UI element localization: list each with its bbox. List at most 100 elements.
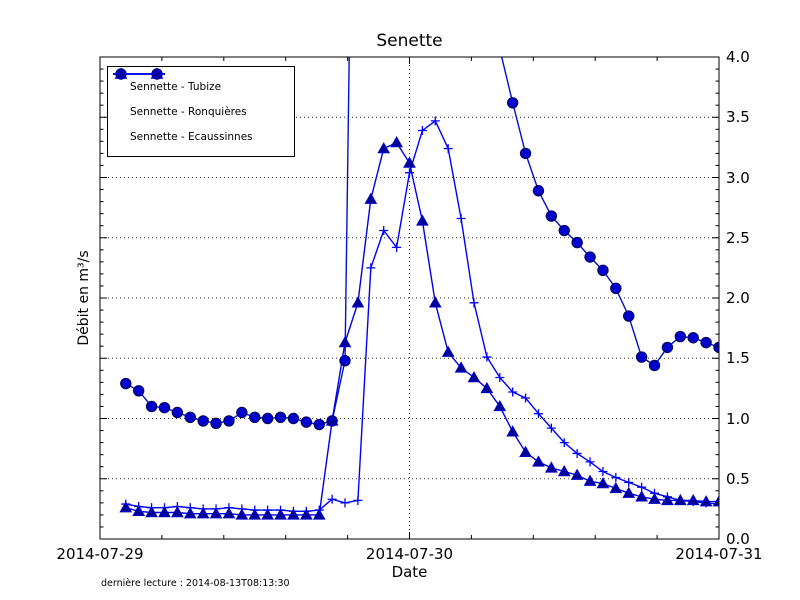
triangle-marker xyxy=(312,508,326,520)
plus-marker xyxy=(585,457,595,467)
triangle-marker xyxy=(183,507,197,519)
circle-marker xyxy=(687,332,699,344)
triangle-marker xyxy=(493,399,507,412)
triangle-marker xyxy=(635,490,648,502)
circle-marker xyxy=(120,377,132,390)
circle-marker xyxy=(313,418,325,431)
plus-marker xyxy=(598,467,608,477)
plus-marker xyxy=(456,213,466,223)
circle-marker xyxy=(584,251,596,263)
x-axis-label: Date xyxy=(391,563,428,581)
triangle-marker xyxy=(686,493,700,506)
triangle-marker xyxy=(132,504,146,516)
plus-marker xyxy=(379,226,389,236)
circle-marker xyxy=(184,411,196,423)
triangle-marker xyxy=(261,508,275,520)
plus-marker xyxy=(482,352,492,362)
circle-marker xyxy=(236,406,248,419)
triangle-marker xyxy=(467,371,481,383)
circle-marker xyxy=(610,282,622,295)
triangle-marker xyxy=(114,67,128,79)
triangle-legend-sample xyxy=(113,67,165,79)
triangle-marker xyxy=(145,505,158,518)
triangle-marker xyxy=(390,136,403,148)
triangle-marker xyxy=(235,508,249,520)
x-tick-label: 2014-07-31 xyxy=(675,545,763,563)
series-circle xyxy=(120,57,719,431)
circle-marker xyxy=(674,330,687,343)
triangle-marker xyxy=(325,414,339,426)
circle-marker xyxy=(519,147,532,160)
axis-ticks xyxy=(99,56,720,540)
triangle-marker xyxy=(441,345,455,357)
circle-marker xyxy=(145,400,158,413)
x-tick-label: 2014-07-30 xyxy=(365,545,454,563)
legend-item-label: Sennette - Tubize xyxy=(130,80,222,93)
y-tick-label: 1.5 xyxy=(726,349,750,368)
legend-item-label: Sennette - Ronquières xyxy=(130,105,247,118)
plus-marker xyxy=(327,494,337,504)
circle-marker xyxy=(558,224,570,237)
circle-marker xyxy=(287,412,300,425)
circle-marker xyxy=(648,359,661,372)
legend-item: Sennette - Ecaussinnes xyxy=(113,67,286,149)
circle-marker xyxy=(197,415,209,427)
y-tick-label: 4.0 xyxy=(726,48,750,66)
circle-marker xyxy=(223,415,235,427)
chart-title: Senette xyxy=(376,31,443,51)
circle-marker xyxy=(661,341,674,354)
triangle-marker xyxy=(544,461,558,473)
triangle-marker xyxy=(673,493,687,506)
triangle-marker xyxy=(364,192,378,204)
plus-marker xyxy=(366,263,376,273)
plus-marker xyxy=(495,373,505,383)
series-line xyxy=(125,57,719,426)
gridlines xyxy=(100,57,719,539)
plus-marker xyxy=(533,409,543,419)
y-tick-label: 2.5 xyxy=(726,228,750,247)
x-tick-label: 2014-07-29 xyxy=(56,545,144,563)
triangle-marker xyxy=(209,507,223,519)
triangle-marker xyxy=(532,455,545,467)
legend: Sennette - Tubize Sennette - Ronquières Se… xyxy=(107,66,295,157)
plus-marker xyxy=(624,477,634,487)
triangle-marker xyxy=(648,492,661,504)
legend-item: Sennette - Ronquières xyxy=(113,69,286,124)
triangle-marker xyxy=(596,477,610,489)
y-tick-label: 0.5 xyxy=(726,469,750,488)
triangle-marker xyxy=(519,445,532,457)
plus-marker xyxy=(611,473,621,483)
triangle-marker xyxy=(416,214,429,226)
circle-marker xyxy=(571,236,583,249)
plus-marker xyxy=(469,298,479,308)
triangle-marker xyxy=(570,468,584,480)
triangle-marker xyxy=(248,508,262,520)
y-tick-label: 2.0 xyxy=(726,289,750,307)
legend-item-label: Sennette - Ecaussinnes xyxy=(130,130,253,143)
circle-marker xyxy=(274,411,287,423)
triangle-marker xyxy=(287,508,300,520)
plus-marker xyxy=(340,498,350,508)
circle-marker xyxy=(597,264,609,276)
triangle-marker xyxy=(377,142,391,154)
footnote-annotations: dernière lecture : 2014-08-13T08:13:30 d… xyxy=(101,558,290,600)
triangle-marker xyxy=(338,336,352,348)
triangle-marker xyxy=(158,505,171,518)
circle-marker xyxy=(545,210,558,222)
circle-marker xyxy=(623,310,635,322)
plus-marker xyxy=(392,242,402,252)
triangle-marker xyxy=(274,508,287,520)
circle-marker xyxy=(249,411,261,423)
plus-marker xyxy=(546,423,556,433)
circle-marker xyxy=(506,97,519,109)
series-line xyxy=(125,141,719,516)
plus-marker xyxy=(559,438,569,448)
y-tick-label: 3.0 xyxy=(726,168,750,187)
circle-marker xyxy=(532,185,545,197)
triangle-marker xyxy=(454,361,468,373)
circle-marker xyxy=(210,417,222,430)
triangle-marker xyxy=(583,474,597,486)
plus-marker xyxy=(637,482,647,492)
circle-marker xyxy=(700,336,712,349)
